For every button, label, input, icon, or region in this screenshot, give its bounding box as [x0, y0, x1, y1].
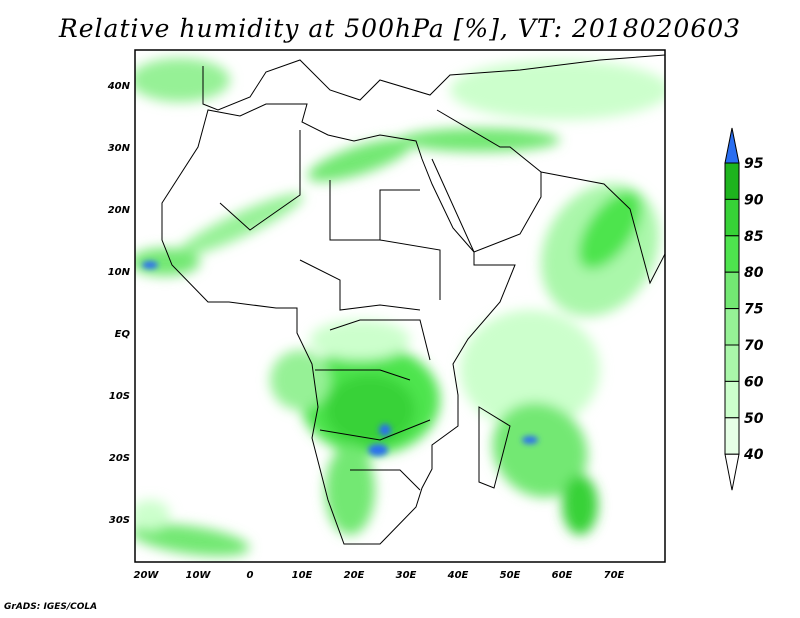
plot-title: Relative humidity at 500hPa [%], VT: 201… — [58, 14, 742, 43]
colorbar-box — [724, 198, 740, 237]
coastlines — [161, 54, 665, 545]
lon-tick-label: 60E — [552, 570, 573, 581]
colorbar-label: 75 — [744, 302, 764, 318]
colorbar: 40 50 60 70 75 80 85 90 95 — [724, 127, 764, 491]
lon-tick-label: 20E — [344, 570, 365, 581]
lon-tick-label: 10W — [186, 570, 212, 581]
lon-tick-label: 10E — [292, 570, 313, 581]
lat-tick-label: 40N — [107, 81, 131, 92]
colorbar-label: 40 — [743, 447, 764, 463]
lat-tick-label: 20S — [109, 453, 130, 464]
lat-tick-label: EQ — [115, 329, 131, 340]
colorbar-box — [724, 308, 740, 346]
lat-tick-label: 10N — [108, 267, 131, 278]
lon-tick-label: 70E — [604, 570, 625, 581]
colorbar-label: 60 — [744, 374, 764, 390]
lat-tick-label: 30S — [109, 515, 130, 526]
humidity-field — [135, 50, 665, 562]
lat-tick-label: 20N — [108, 205, 131, 216]
lon-tick-label: 40E — [447, 570, 469, 581]
colorbar-box — [724, 417, 740, 455]
colorbar-label: 80 — [744, 265, 764, 281]
colorbar-label: 90 — [744, 192, 764, 208]
map-frame — [134, 49, 666, 563]
colorbar-max-arrow — [724, 127, 740, 164]
colorbar-box — [724, 235, 740, 273]
colorbar-box — [724, 380, 740, 419]
colorbar-label: 85 — [744, 229, 764, 245]
footer-credit: GrADS: IGES/COLA — [4, 602, 98, 612]
colorbar-label: 50 — [744, 411, 764, 427]
lat-tick-label: 10S — [109, 391, 130, 402]
colorbar-box — [724, 344, 740, 382]
lon-tick-label: 50E — [500, 570, 521, 581]
colorbar-box — [724, 162, 740, 200]
colorbar-label: 70 — [744, 338, 764, 354]
lon-tick-label: 30E — [396, 570, 417, 581]
colorbar-min-arrow — [724, 453, 740, 491]
lon-tick-label: 0 — [247, 570, 254, 581]
colorbar-label: 95 — [744, 156, 764, 172]
lat-tick-label: 30N — [108, 143, 131, 154]
lon-tick-label: 20W — [134, 570, 160, 581]
colorbar-box — [724, 271, 740, 310]
